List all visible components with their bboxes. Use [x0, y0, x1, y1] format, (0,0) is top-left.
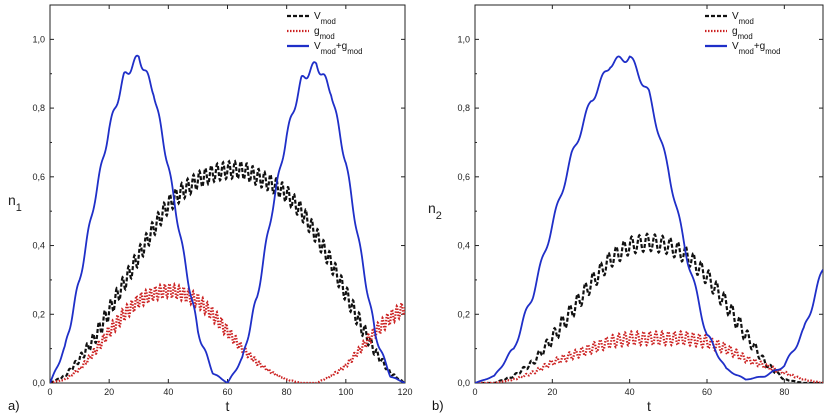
- y-tick-label: 0,8: [457, 103, 470, 113]
- series-line-v-mod-g-mod: [50, 54, 405, 383]
- chart-panel-1: 0,0 0,2 0,4 0,6 0,8 1,0 0 20 40 60 80 100 120 t n1 a) Vm…: [8, 4, 413, 414]
- x-axis-label: t: [647, 398, 651, 414]
- x-tick-label: 20: [104, 387, 114, 397]
- x-tick-label: 120: [397, 387, 412, 397]
- x-axis-label: t: [226, 398, 230, 414]
- y-tick-label: 0,0: [32, 378, 45, 388]
- series-line-v-mod-g-mod: [475, 55, 823, 383]
- x-tick-label: 60: [222, 387, 232, 397]
- legend-entry: Vmod: [314, 11, 336, 26]
- series-line-g-mod: [475, 329, 823, 383]
- plot-frame: [474, 4, 824, 384]
- x-tick-label: 40: [163, 387, 173, 397]
- legend-entry: gmod: [732, 26, 753, 41]
- legend-entry: Vmod+gmod: [314, 41, 362, 56]
- legend-entry: Vmod+gmod: [732, 41, 780, 56]
- y-tick-label: 1,0: [32, 34, 45, 44]
- series-line-v-mod: [475, 232, 823, 383]
- legend-entry: Vmod: [732, 11, 754, 26]
- x-tick-label: 100: [338, 387, 353, 397]
- x-tick-label: 60: [702, 387, 712, 397]
- y-axis-label: n2: [428, 200, 442, 222]
- x-tick-label: 80: [282, 387, 292, 397]
- y-tick-label: 1,0: [457, 34, 470, 44]
- panel-label: a): [8, 398, 20, 413]
- legend-entry: gmod: [314, 26, 335, 41]
- x-tick-label: 0: [47, 387, 52, 397]
- y-tick-label: 0,2: [32, 309, 45, 319]
- y-tick-label: 0,6: [32, 172, 45, 182]
- x-tick-label: 20: [547, 387, 557, 397]
- panel-label: b): [432, 398, 444, 413]
- series-line-g-mod: [50, 280, 405, 383]
- y-tick-label: 0,8: [32, 103, 45, 113]
- x-tick-label: 0: [472, 387, 477, 397]
- series-line-v-mod: [50, 159, 405, 383]
- y-tick-label: 0,6: [457, 172, 470, 182]
- x-tick-label: 40: [625, 387, 635, 397]
- y-tick-label: 0,4: [32, 241, 45, 251]
- y-axis-label: n1: [8, 192, 22, 214]
- y-tick-label: 0,0: [457, 378, 470, 388]
- chart-panel-2: 0,0 0,2 0,4 0,6 0,8 1,0 0 20 40 60 80 t n2 b) Vmodgmod…: [428, 4, 824, 414]
- x-tick-label: 80: [779, 387, 789, 397]
- y-tick-label: 0,2: [457, 309, 470, 319]
- y-tick-label: 0,4: [457, 241, 470, 251]
